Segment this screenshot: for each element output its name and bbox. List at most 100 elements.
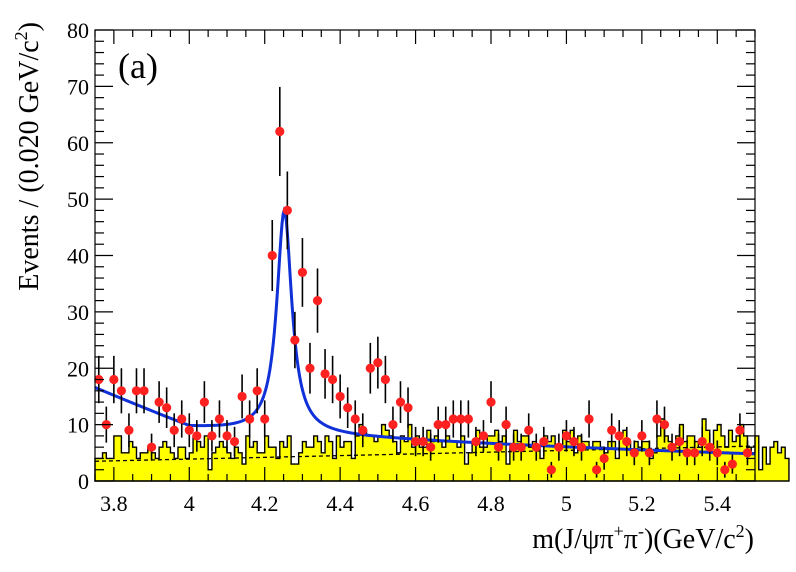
data-point (659, 406, 670, 443)
data-point (433, 406, 443, 443)
data-point (471, 426, 481, 457)
data-point (343, 387, 353, 429)
data-marker (124, 425, 134, 435)
data-marker (320, 369, 330, 379)
data-point (426, 433, 436, 461)
data-point (690, 440, 700, 466)
data-point (207, 420, 217, 452)
x-tick-label: 4.6 (402, 491, 430, 516)
data-marker (410, 436, 421, 447)
data-marker (697, 436, 707, 447)
x-title-part: π (624, 524, 638, 555)
x-title-sup: - (638, 521, 644, 541)
data-marker (441, 420, 451, 430)
data-point (509, 433, 519, 461)
data-marker (471, 436, 481, 447)
data-point (184, 413, 194, 448)
data-marker (267, 250, 277, 261)
data-marker (395, 397, 406, 407)
data-marker (237, 391, 247, 402)
data-point (373, 336, 383, 389)
data-point (124, 413, 134, 448)
data-marker (365, 363, 375, 373)
data-point (162, 387, 172, 429)
data-point (727, 454, 737, 474)
y-tick-label: 50 (67, 187, 89, 212)
data-marker (109, 374, 119, 385)
data-marker (644, 448, 655, 458)
data-marker (184, 425, 194, 435)
data-marker (546, 465, 556, 475)
data-point (275, 86, 285, 177)
data-point (697, 426, 707, 457)
data-marker (343, 403, 353, 413)
data-marker (252, 386, 262, 396)
data-point (214, 400, 225, 438)
data-point (674, 426, 685, 457)
data-point (599, 447, 609, 470)
data-point (637, 420, 647, 452)
data-marker (705, 442, 715, 452)
data-marker (735, 425, 745, 435)
data-marker (297, 267, 308, 278)
data-point (312, 268, 323, 333)
data-point (561, 420, 572, 452)
y-title-sup: 2 (11, 31, 31, 40)
data-marker (418, 436, 428, 447)
data-point (199, 381, 209, 423)
data-point (229, 426, 240, 457)
data-point (192, 420, 202, 452)
data-marker (622, 436, 632, 447)
data-point (524, 413, 534, 448)
data-marker (380, 374, 390, 385)
x-axis: 3.8 4 4.2 4.4 4.6 4.8 5 5.2 5.4 (94, 30, 756, 516)
data-point (380, 355, 390, 404)
x-tick-label: 3.8 (100, 491, 128, 516)
panel-label: (a) (118, 46, 158, 86)
data-marker (554, 442, 564, 452)
x-axis-title: m(J/ψπ+π-)(GeV/c2) (532, 521, 754, 555)
data-point (720, 461, 730, 478)
y-tick-label: 0 (78, 469, 89, 494)
data-point (335, 374, 345, 419)
data-marker (260, 414, 270, 424)
data-point (116, 368, 126, 414)
data-marker (584, 414, 594, 424)
data-point (177, 400, 187, 438)
data-point (388, 406, 398, 443)
data-point (539, 426, 549, 457)
data-marker (682, 448, 692, 458)
data-point (297, 238, 308, 307)
data-point (139, 368, 149, 414)
y-title-part: Events / (0.020 GeV/c (14, 40, 45, 290)
y-tick-label: 30 (67, 300, 89, 325)
data-point (252, 368, 262, 414)
data-point (222, 420, 232, 452)
data-point (237, 374, 247, 419)
data-marker (214, 414, 225, 424)
data-marker (162, 403, 172, 413)
data-point (501, 406, 511, 443)
data-marker (569, 436, 579, 447)
data-marker (501, 420, 511, 430)
data-marker (607, 425, 617, 435)
data-marker (516, 442, 526, 452)
data-point (109, 355, 119, 404)
data-point (267, 219, 277, 292)
data-point (682, 440, 692, 466)
data-point (456, 400, 466, 438)
data-marker (659, 420, 670, 430)
background-line (94, 445, 756, 462)
data-marker (720, 465, 730, 475)
data-marker (486, 397, 496, 407)
data-marker (614, 431, 624, 441)
data-point (463, 400, 473, 438)
data-marker (524, 425, 534, 435)
data-point (350, 400, 360, 438)
data-marker (146, 442, 157, 452)
data-marker (509, 442, 519, 452)
x-tick-label: 5.4 (704, 491, 732, 516)
data-point (576, 433, 587, 461)
data-point (282, 171, 292, 250)
data-marker (426, 442, 436, 452)
